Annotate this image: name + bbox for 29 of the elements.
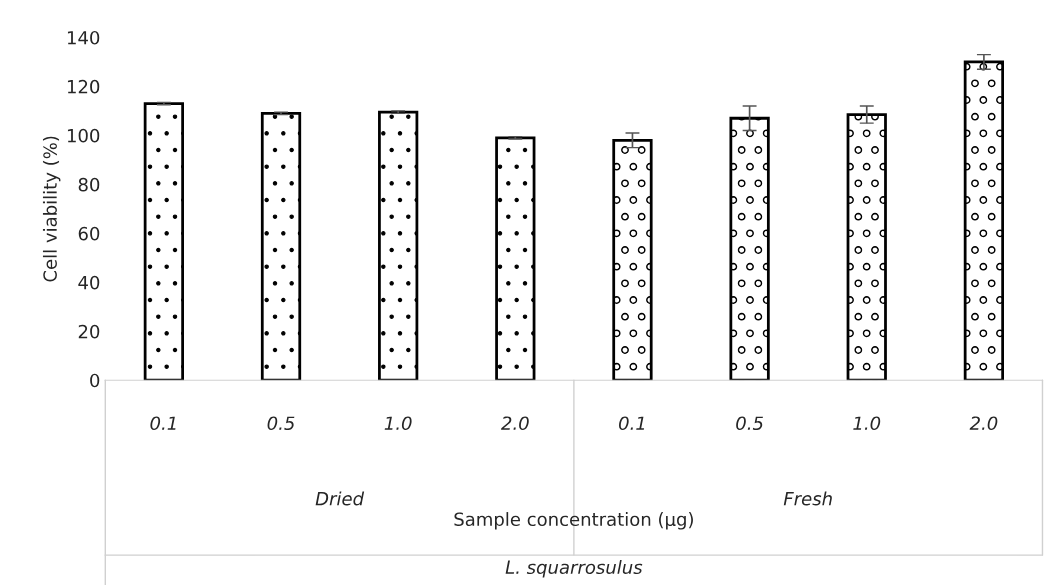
x-tick-label: 1.0 — [384, 416, 412, 431]
bar — [963, 60, 1005, 381]
bar — [378, 110, 419, 381]
text: Dried — [315, 491, 365, 506]
bar — [612, 138, 653, 381]
y-tick-label: 140 — [67, 30, 100, 45]
x-tick-label: 0.5 — [736, 416, 763, 431]
bar — [495, 136, 536, 381]
x-tick-label: 1.0 — [853, 416, 881, 431]
text: Sample concentration (μg) — [454, 512, 693, 530]
y-tick-label: 60 — [78, 226, 100, 241]
bar — [260, 111, 302, 381]
y-tick-label: 100 — [67, 128, 100, 143]
y-tick-label: 40 — [78, 275, 100, 290]
text: L. squarrosulus — [505, 560, 643, 578]
y-tick-label: 20 — [78, 324, 100, 339]
bar — [729, 116, 770, 381]
y-axis-title: Cell viability (%) — [42, 136, 61, 282]
y-tick-label: 120 — [67, 79, 100, 94]
x-tick-label: 2.0 — [969, 416, 998, 431]
x-tick-label: 0.1 — [619, 416, 645, 431]
x-tick-label: 2.0 — [501, 416, 529, 431]
bar — [846, 113, 887, 381]
x-tick-label: 0.1 — [150, 416, 176, 431]
text: Fresh — [783, 491, 832, 506]
y-tick-label: 0 — [90, 373, 100, 388]
bar — [143, 102, 185, 381]
x-tick-label: 0.5 — [267, 416, 295, 431]
y-tick-label: 80 — [78, 177, 100, 192]
